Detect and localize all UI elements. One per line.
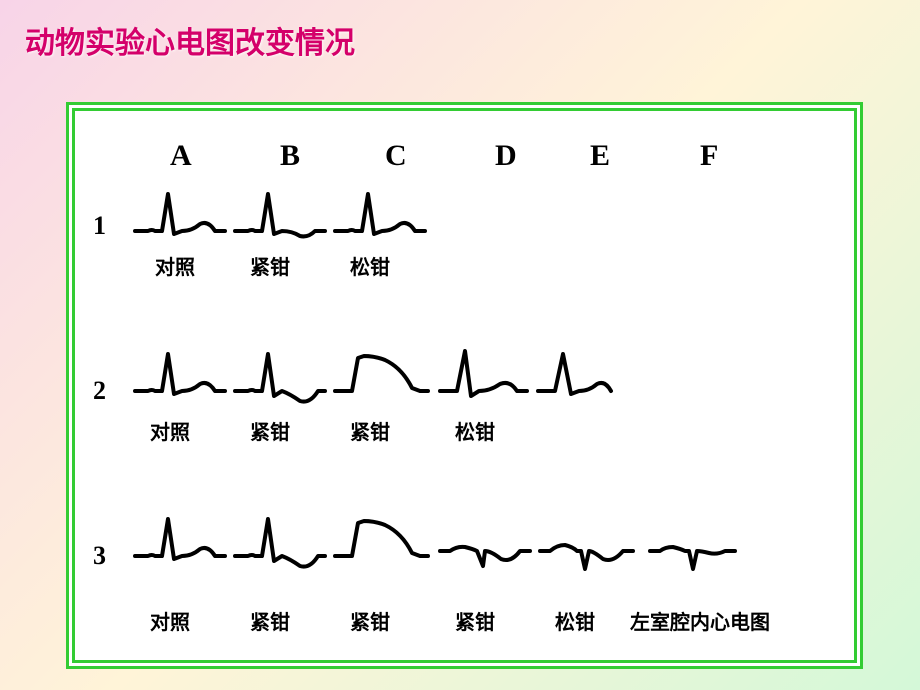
page-title: 动物实验心电图改变情况 (25, 18, 355, 62)
ecg-wave-r2-c1 (130, 346, 230, 406)
ecg-wave-r2-c3 (330, 346, 430, 406)
wave-label-r1-c1: 对照 (155, 251, 195, 280)
wave-label-r3-c2: 紧钳 (250, 606, 290, 635)
diagram-panel: ABCDEF123对照紧钳松钳对照紧钳紧钳松钳对照紧钳紧钳紧钳松钳左室腔内心电图 (72, 108, 857, 663)
ecg-wave-r3-c1 (130, 511, 230, 571)
row-num-2: 2 (93, 376, 106, 406)
ecg-wave-r3-c6 (645, 511, 745, 571)
ecg-wave-r3-c3 (330, 511, 430, 571)
col-header-A: A (170, 139, 192, 173)
ecg-wave-r3-c5 (535, 511, 635, 571)
col-header-B: B (280, 139, 300, 173)
row-num-1: 1 (93, 211, 106, 241)
ecg-wave-r2-c4 (435, 346, 535, 406)
col-header-C: C (385, 139, 407, 173)
col-header-D: D (495, 139, 517, 173)
row-num-3: 3 (93, 541, 106, 571)
wave-label-r3-c5: 松钳 (555, 606, 595, 635)
wave-label-r1-c2: 紧钳 (250, 251, 290, 280)
wave-label-r2-c1: 对照 (150, 416, 190, 445)
wave-label-r2-c2: 紧钳 (250, 416, 290, 445)
wave-label-r1-c3: 松钳 (350, 251, 390, 280)
ecg-wave-r3-c4 (435, 511, 535, 571)
wave-label-r3-c6: 左室腔内心电图 (630, 606, 770, 635)
wave-label-r2-c3: 紧钳 (350, 416, 390, 445)
col-header-E: E (590, 139, 610, 173)
wave-label-r2-c4: 松钳 (455, 416, 495, 445)
wave-label-r3-c1: 对照 (150, 606, 190, 635)
wave-label-r3-c4: 紧钳 (455, 606, 495, 635)
ecg-wave-r1-c2 (230, 186, 330, 246)
col-header-F: F (700, 139, 718, 173)
wave-label-r3-c3: 紧钳 (350, 606, 390, 635)
ecg-wave-r2-c2 (230, 346, 330, 406)
ecg-wave-r1-c3 (330, 186, 430, 246)
ecg-wave-r3-c2 (230, 511, 330, 571)
ecg-wave-r2-c5 (533, 346, 633, 406)
ecg-wave-r1-c1 (130, 186, 230, 246)
